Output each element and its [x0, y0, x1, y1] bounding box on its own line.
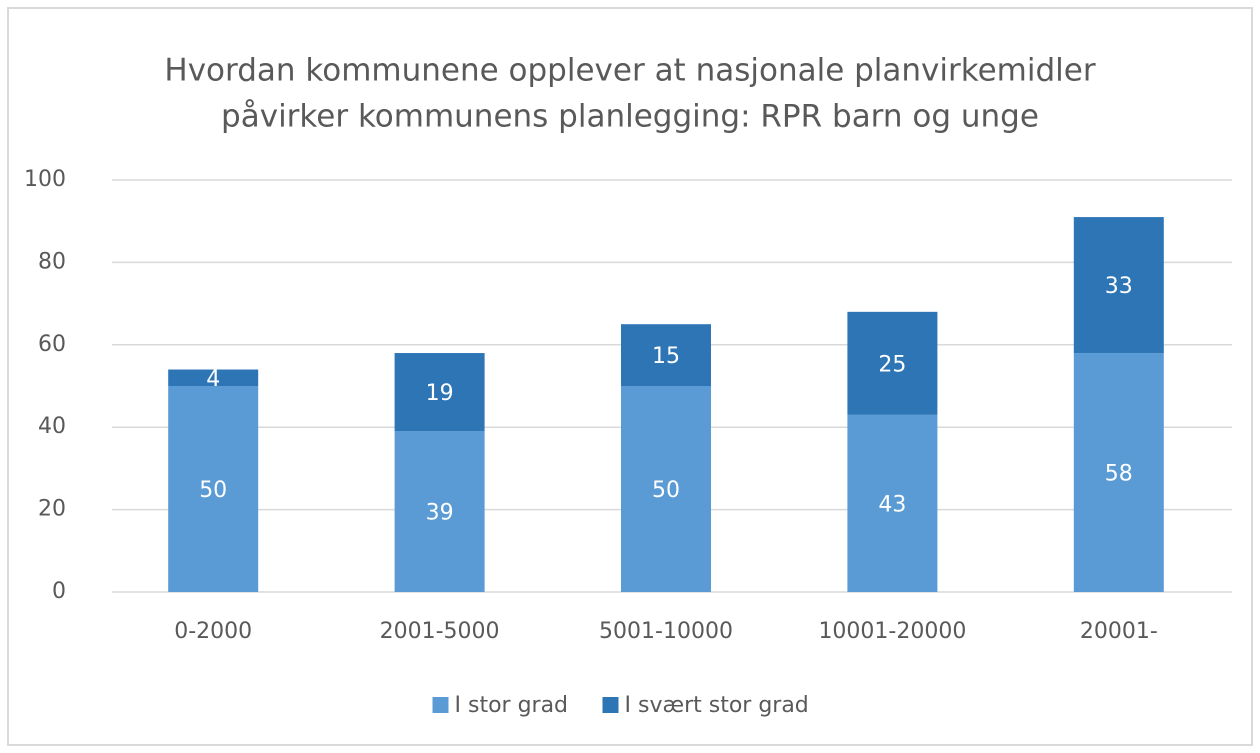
bar-segment	[394, 353, 485, 432]
y-tick-label: 100	[24, 167, 66, 192]
chart-title: påvirker kommunens planlegging: RPR barn…	[221, 99, 1039, 135]
y-tick-label: 20	[38, 497, 66, 522]
data-label: 4	[206, 367, 220, 392]
legend-swatch	[432, 697, 449, 713]
x-tick-label: 0-2000	[174, 619, 252, 644]
data-label: 50	[199, 478, 227, 503]
bar-segment	[621, 324, 711, 386]
bar-segment	[847, 311, 938, 415]
bar-segment	[621, 386, 711, 592]
x-tick-label: 2001-5000	[380, 619, 500, 644]
data-label: 19	[426, 381, 454, 406]
data-label: 58	[1105, 462, 1133, 487]
x-tick-label: 10001-20000	[818, 619, 966, 644]
data-label: 50	[652, 478, 680, 503]
bar-segment	[168, 386, 259, 592]
legend-label: I stor grad	[455, 693, 569, 718]
bar-segment	[394, 431, 485, 592]
x-tick-label: 5001-10000	[599, 619, 733, 644]
bar-segment	[847, 414, 938, 592]
data-label: 33	[1105, 274, 1133, 299]
bar-segment	[1073, 353, 1164, 592]
bar-segment	[1073, 217, 1164, 354]
data-label: 43	[878, 492, 906, 517]
legend-label: I svært stor grad	[625, 693, 809, 718]
data-label: 25	[878, 352, 906, 377]
data-label: 39	[426, 501, 454, 526]
y-tick-label: 60	[38, 332, 66, 357]
data-label: 15	[652, 344, 680, 369]
legend-swatch	[602, 697, 619, 713]
bar-segment	[168, 369, 259, 386]
x-tick-label: 20001-	[1080, 619, 1158, 644]
y-tick-label: 0	[52, 579, 66, 604]
y-tick-label: 80	[38, 249, 66, 274]
chart-title: Hvordan kommunene opplever at nasjonale …	[164, 53, 1095, 89]
y-tick-label: 40	[38, 414, 66, 439]
